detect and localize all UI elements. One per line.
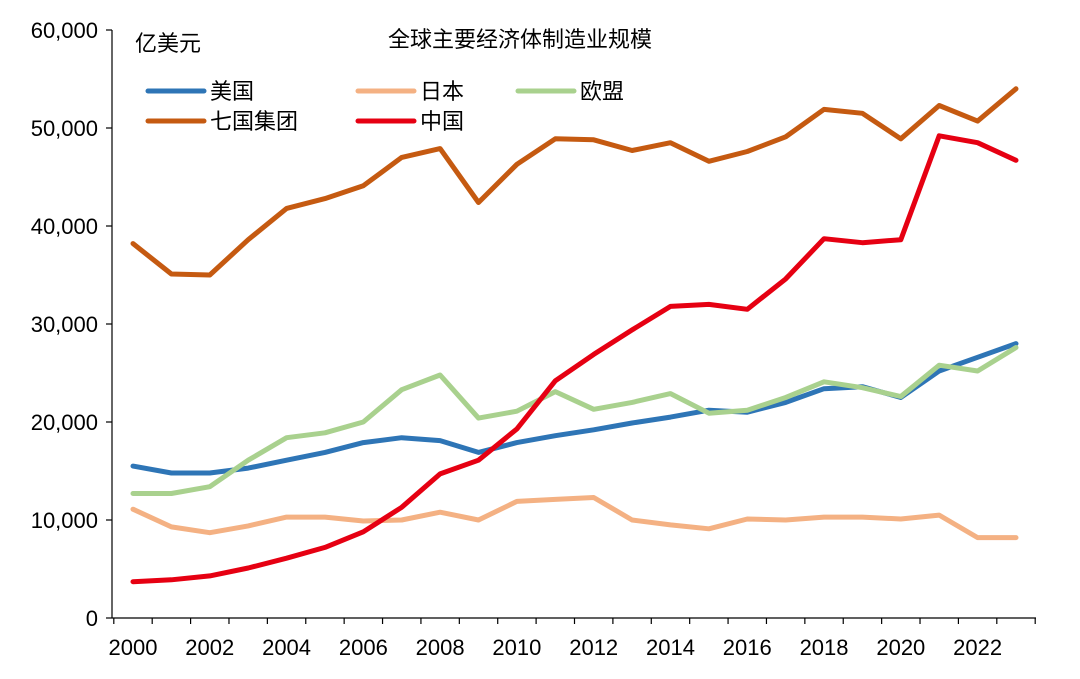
legend-label: 美国 <box>210 80 254 105</box>
series-line-1 <box>130 341 1019 476</box>
y-tick-label: 60,000 <box>31 18 98 43</box>
y-tick-label: 30,000 <box>31 312 98 337</box>
series-lines <box>130 86 1019 585</box>
x-tick-label: 2014 <box>646 635 695 660</box>
y-tick-label: 50,000 <box>31 116 98 141</box>
chart-title: 全球主要经济体制造业规模 <box>388 28 652 53</box>
x-tick-label: 2016 <box>723 635 772 660</box>
x-ticks: 2000 2002 2004 2006 2008 2010 2012 2014 2016 2018… <box>109 618 1036 660</box>
x-tick-label: 2020 <box>876 635 925 660</box>
series-line-5 <box>130 133 1019 585</box>
x-tick-label: 2006 <box>339 635 388 660</box>
x-tick-label: 2022 <box>953 635 1002 660</box>
unit-label: 亿美元 <box>135 32 201 57</box>
y-tick-label: 0 <box>86 606 98 631</box>
series-line-4 <box>130 86 1019 278</box>
y-tick-label: 10,000 <box>31 508 98 533</box>
x-tick-label: 2018 <box>800 635 849 660</box>
x-tick-label: 2004 <box>262 635 311 660</box>
y-tick-label: 20,000 <box>31 410 98 435</box>
legend-label: 七国集团 <box>210 110 298 135</box>
legend-label: 日本 <box>420 80 464 105</box>
x-tick-label: 2010 <box>492 635 541 660</box>
series-line-2 <box>130 495 1019 541</box>
x-tick-label: 2012 <box>569 635 618 660</box>
x-tick-label: 2008 <box>416 635 465 660</box>
x-tick-label: 2000 <box>109 635 158 660</box>
legend-label: 欧盟 <box>580 80 624 105</box>
series-line-3 <box>130 345 1019 496</box>
legend-label: 中国 <box>420 110 464 135</box>
y-ticks: 0 10,000 20,000 30,000 40,000 50,000 60,000 <box>31 18 112 631</box>
y-tick-label: 40,000 <box>31 214 98 239</box>
x-tick-label: 2002 <box>185 635 234 660</box>
